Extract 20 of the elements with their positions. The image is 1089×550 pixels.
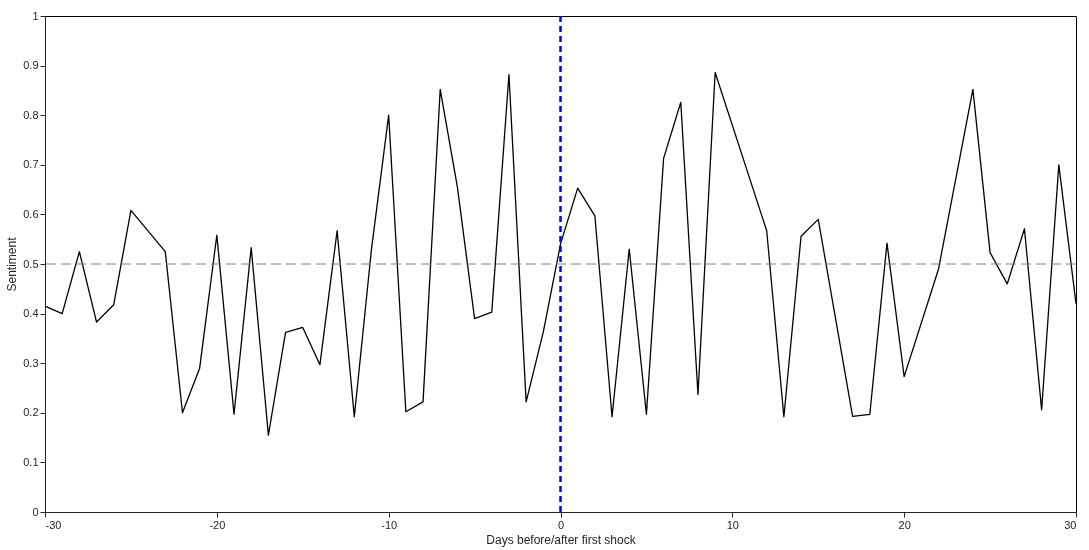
- y-tick-label: 0.5: [23, 257, 39, 270]
- x-tick-label: 30: [1064, 518, 1077, 531]
- y-tick-label: 0.6: [23, 207, 39, 220]
- x-tick-label: 10: [726, 518, 739, 531]
- y-tick-label: 0: [32, 505, 39, 518]
- x-tick-label: 0: [557, 518, 565, 531]
- y-tick-label: 0.1: [23, 455, 39, 468]
- x-axis-title: Days before/after first shock: [486, 532, 637, 547]
- y-tick-label: 0.8: [23, 108, 39, 121]
- x-tick-label: 20: [898, 518, 911, 531]
- y-tick-label: 1: [32, 9, 39, 22]
- y-tick-label: 0.7: [23, 158, 39, 171]
- y-axis-title: Sentiment: [5, 236, 20, 292]
- y-tick-label: 0.9: [23, 59, 39, 72]
- y-tick-label: 0.3: [23, 356, 39, 369]
- y-tick-label: 0.4: [23, 307, 39, 320]
- x-tick-label: -10: [381, 518, 398, 531]
- x-tick-label: -20: [209, 518, 226, 531]
- x-tick-label: -30: [45, 518, 62, 531]
- y-tick-label: 0.2: [23, 406, 39, 419]
